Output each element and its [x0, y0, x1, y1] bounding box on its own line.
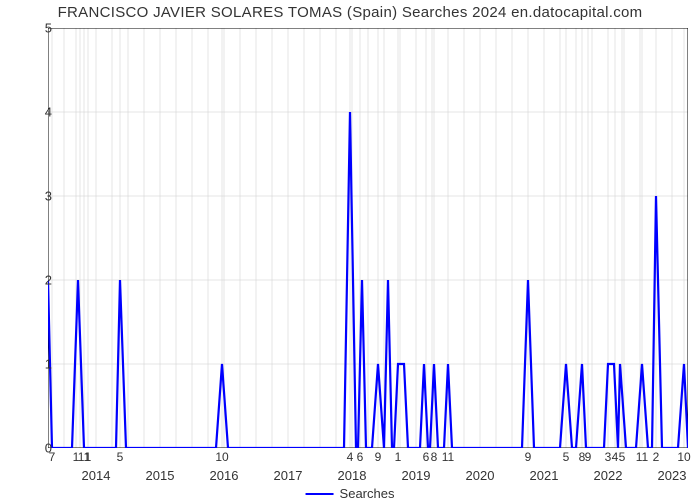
- chart-container: FRANCISCO JAVIER SOLARES TOMAS (Spain) S…: [0, 0, 700, 500]
- x-month-label: 9: [375, 450, 382, 464]
- x-month-label: 9: [585, 450, 592, 464]
- x-month-label: 5: [619, 450, 626, 464]
- y-tick-label: 5: [12, 21, 52, 36]
- x-month-label: 7: [49, 450, 56, 464]
- chart-svg: [48, 28, 688, 448]
- x-month-label: 3: [605, 450, 612, 464]
- plot-area: [48, 28, 688, 448]
- y-tick-label: 3: [12, 189, 52, 204]
- x-month-label: 8: [431, 450, 438, 464]
- y-tick-label: 2: [12, 273, 52, 288]
- x-month-label: 10: [215, 450, 228, 464]
- x-year-label: 2022: [594, 468, 623, 483]
- legend: Searches: [306, 486, 395, 501]
- x-year-label: 2016: [210, 468, 239, 483]
- x-month-label: 5: [563, 450, 570, 464]
- x-year-label: 2015: [146, 468, 175, 483]
- y-tick-label: 1: [12, 357, 52, 372]
- legend-swatch: [306, 493, 334, 495]
- x-year-label: 2021: [530, 468, 559, 483]
- x-month-label: 9: [525, 450, 532, 464]
- x-month-label: 2: [653, 450, 660, 464]
- chart-title: FRANCISCO JAVIER SOLARES TOMAS (Spain) S…: [0, 4, 700, 21]
- x-year-label: 2017: [274, 468, 303, 483]
- x-month-label: 10: [677, 450, 690, 464]
- x-month-label: 11: [442, 450, 454, 464]
- y-tick-label: 0: [12, 441, 52, 456]
- x-year-label: 2014: [82, 468, 111, 483]
- x-year-label: 2023: [658, 468, 687, 483]
- x-month-label: 6: [357, 450, 364, 464]
- x-year-label: 2018: [338, 468, 367, 483]
- x-month-label: 4: [347, 450, 354, 464]
- x-month-label: 4: [612, 450, 619, 464]
- legend-label: Searches: [340, 486, 395, 501]
- x-year-label: 2019: [402, 468, 431, 483]
- x-month-label: 11: [636, 450, 648, 464]
- x-month-label: 5: [117, 450, 124, 464]
- x-month-label: 1: [85, 450, 92, 464]
- x-year-label: 2020: [466, 468, 495, 483]
- x-month-label: 6: [423, 450, 430, 464]
- y-tick-label: 4: [12, 105, 52, 120]
- x-month-label: 1: [395, 450, 402, 464]
